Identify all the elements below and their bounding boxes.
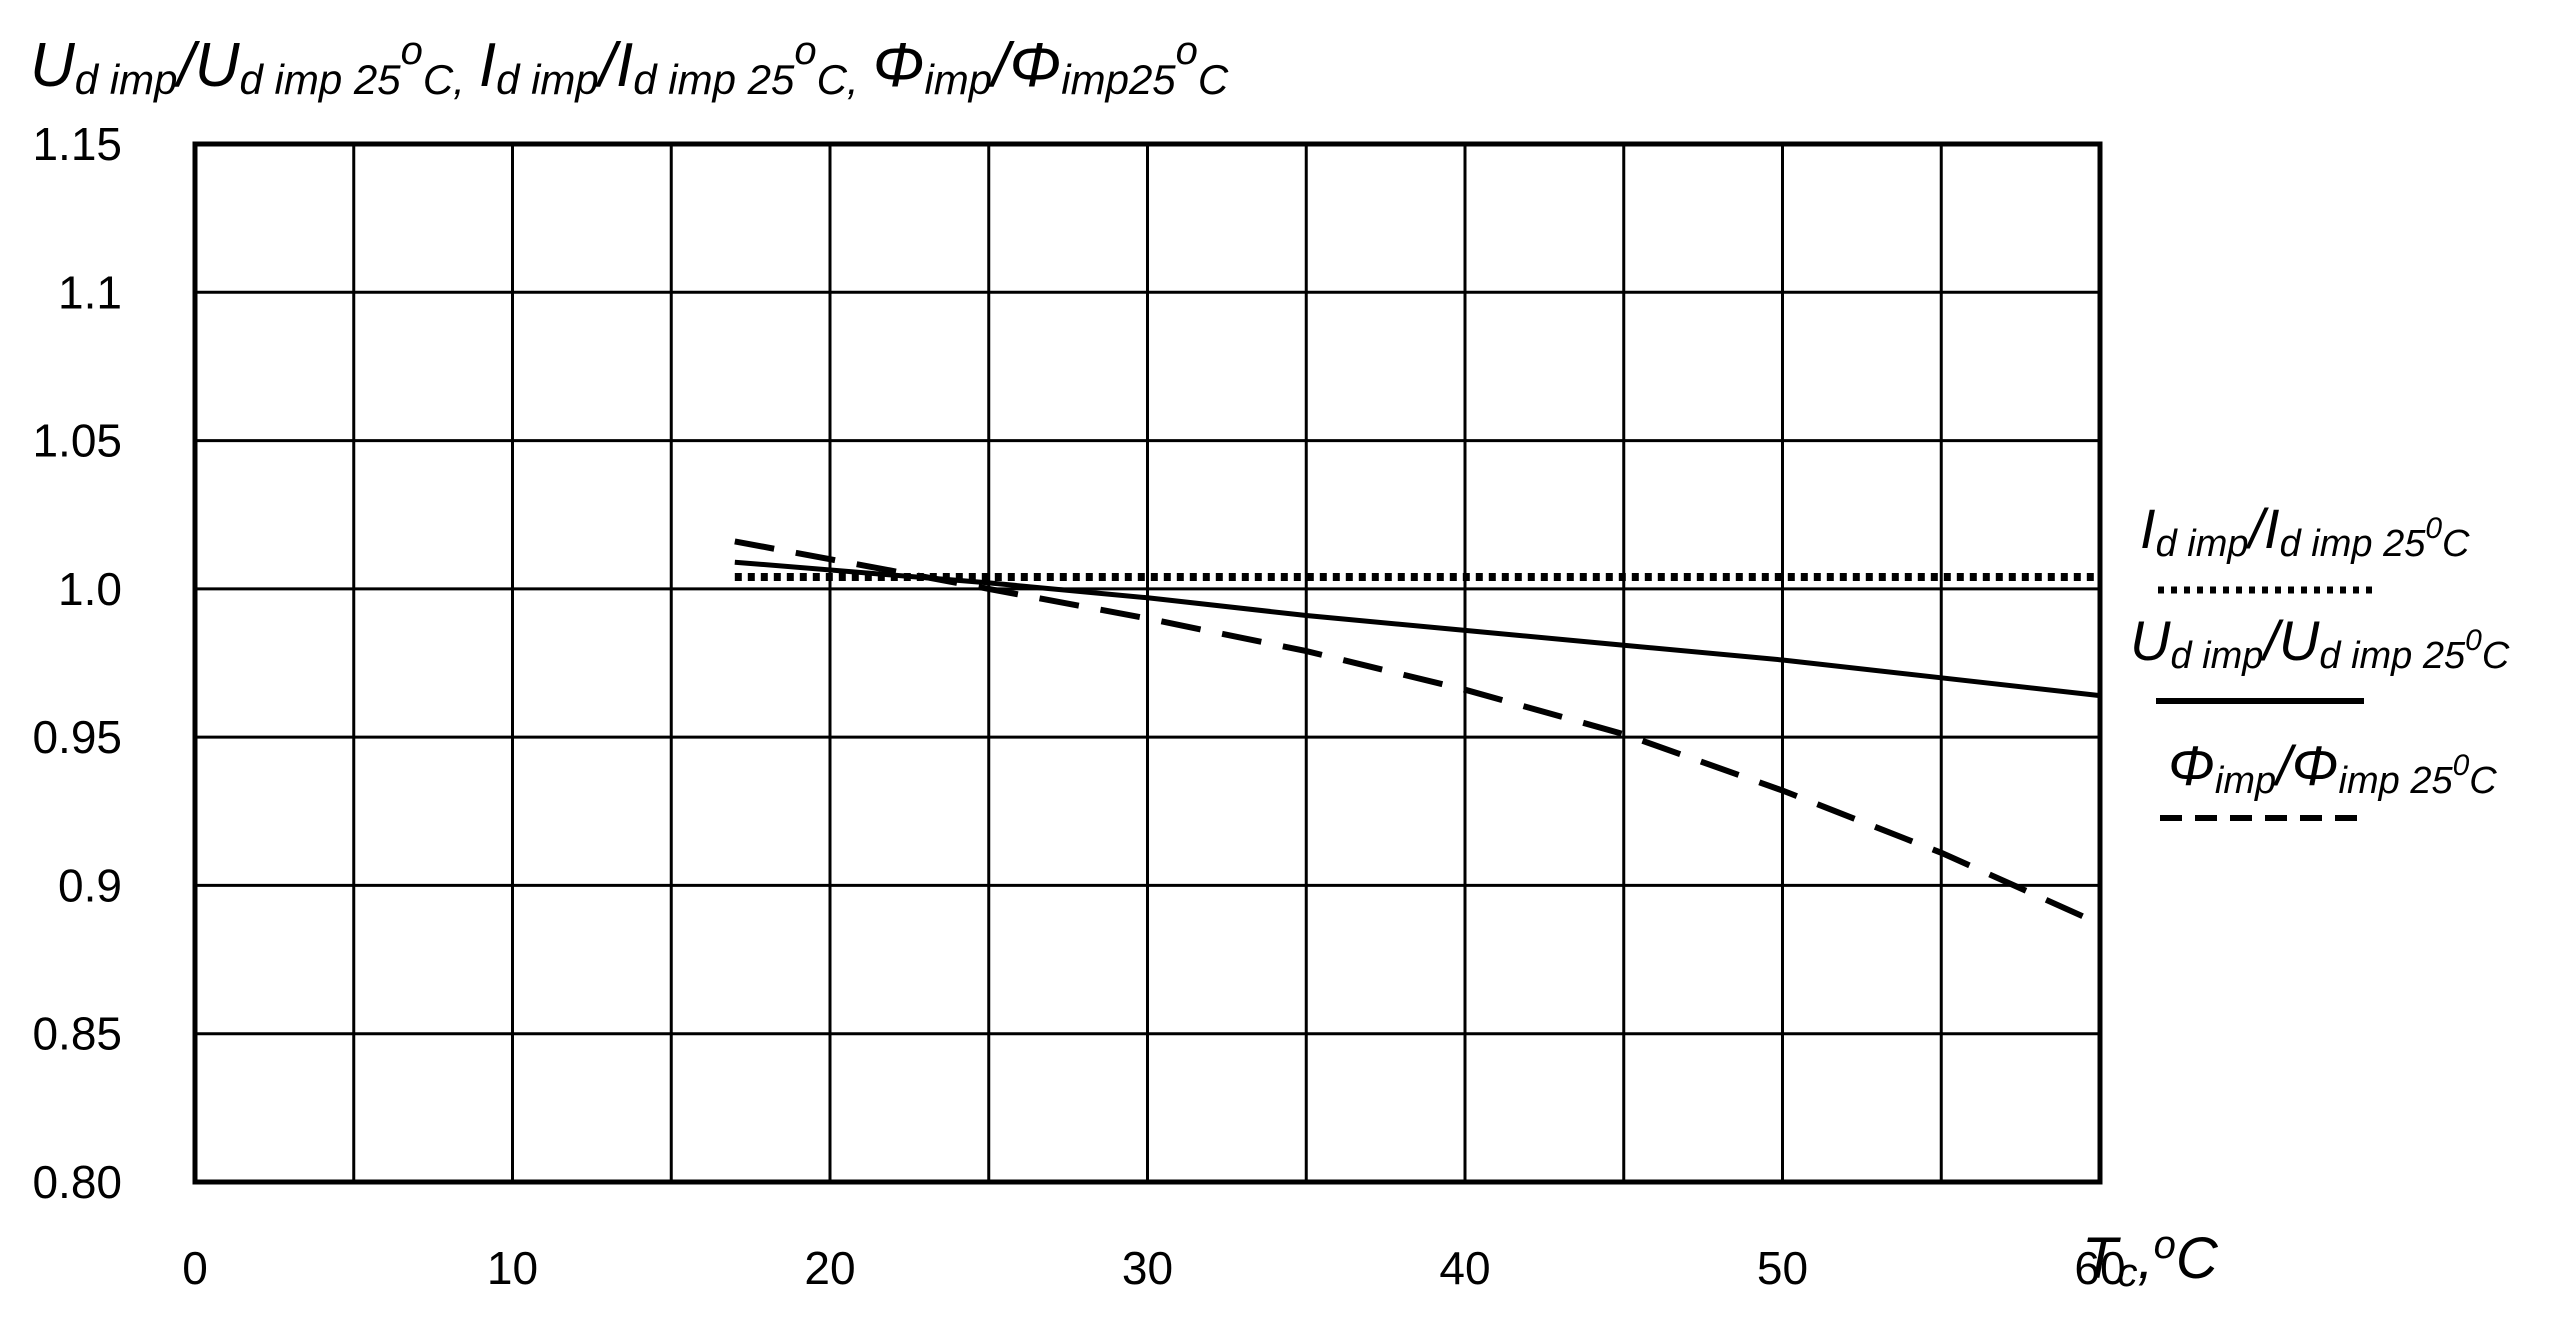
y-tick-label: 1.05 <box>32 415 122 467</box>
title-u-sup: o <box>401 29 423 73</box>
xlabel-sub: c <box>2117 1251 2137 1295</box>
title-i-den-sub: d imp 25 <box>633 56 795 103</box>
title-u-den: /U <box>173 31 240 100</box>
x-axis-label: Tc,oC <box>2082 1223 2219 1295</box>
legend-label-phi: Φimp/Φimp 250C <box>2168 734 2497 802</box>
title-u-sub: d imp <box>75 56 178 103</box>
title-phi-sub: imp <box>924 56 992 103</box>
title-phi-den-sub: imp25 <box>1061 56 1176 103</box>
y-tick-label: 0.85 <box>32 1008 122 1060</box>
title-u-main: U <box>30 31 76 100</box>
grid <box>195 144 2100 1182</box>
legend: Id imp/Id imp 250C Ud imp/Ud imp 250C Φi… <box>2130 497 2510 821</box>
y-tick-label: 1.15 <box>32 118 122 170</box>
title-i-sub: d imp <box>496 56 599 103</box>
y-tick-label: 0.95 <box>32 711 122 763</box>
legend-label-ud: Ud imp/Ud imp 250C <box>2130 609 2510 677</box>
chart-title: Ud imp/Ud imp 25oC, Id imp/Id imp 25oC, Φi… <box>30 29 1229 103</box>
x-tick-label: 40 <box>1439 1242 1490 1294</box>
y-axis-ticks: 0.80 0.85 0.9 0.95 1.0 1.05 1.1 1.15 <box>32 118 122 1208</box>
plot-frame <box>192 141 2103 1185</box>
x-tick-label: 60 <box>2074 1242 2125 1294</box>
y-tick-label: 0.9 <box>58 859 122 911</box>
title-phi-den: /Φ <box>988 31 1061 100</box>
series-line-phi-ratio <box>734 538 2102 927</box>
x-tick-label: 10 <box>487 1242 538 1294</box>
legend-label-id: Id imp/Id imp 250C <box>2140 497 2470 565</box>
x-tick-label: 0 <box>182 1242 208 1294</box>
series-group <box>734 538 2102 927</box>
x-tick-label: 20 <box>804 1242 855 1294</box>
x-tick-label: 30 <box>1122 1242 1173 1294</box>
x-tick-label: 50 <box>1757 1242 1808 1294</box>
title-phi-sup: o <box>1176 29 1198 73</box>
title-phi-unit: C <box>1198 56 1229 103</box>
legend-entry-phi: Φimp/Φimp 250C <box>2160 734 2497 821</box>
xlabel-comma: , <box>2137 1226 2153 1291</box>
title-i-unit: C, <box>817 56 859 103</box>
series-line-ud-ratio <box>734 559 2101 699</box>
y-tick-label: 1.1 <box>58 266 122 318</box>
title-i-den: /I <box>595 31 633 100</box>
y-tick-label: 0.80 <box>32 1156 122 1208</box>
title-phi-main: Φ <box>873 31 925 100</box>
title-i-main: I <box>479 31 496 100</box>
legend-entry-id: Id imp/Id imp 250C <box>2140 497 2470 594</box>
xlabel-unit: C <box>2176 1226 2219 1291</box>
title-u-den-sub: d imp 25 <box>239 56 401 103</box>
y-tick-label: 1.0 <box>58 563 122 615</box>
x-axis-ticks: 0 10 20 30 40 50 60 <box>182 1242 2125 1294</box>
xlabel-sup: o <box>2154 1223 2176 1267</box>
legend-entry-ud: Ud imp/Ud imp 250C <box>2130 609 2510 704</box>
title-i-sup: o <box>794 29 816 73</box>
title-u-unit: C, <box>423 56 465 103</box>
xlabel-main: T <box>2082 1226 2121 1291</box>
plot-border <box>192 141 2103 1185</box>
